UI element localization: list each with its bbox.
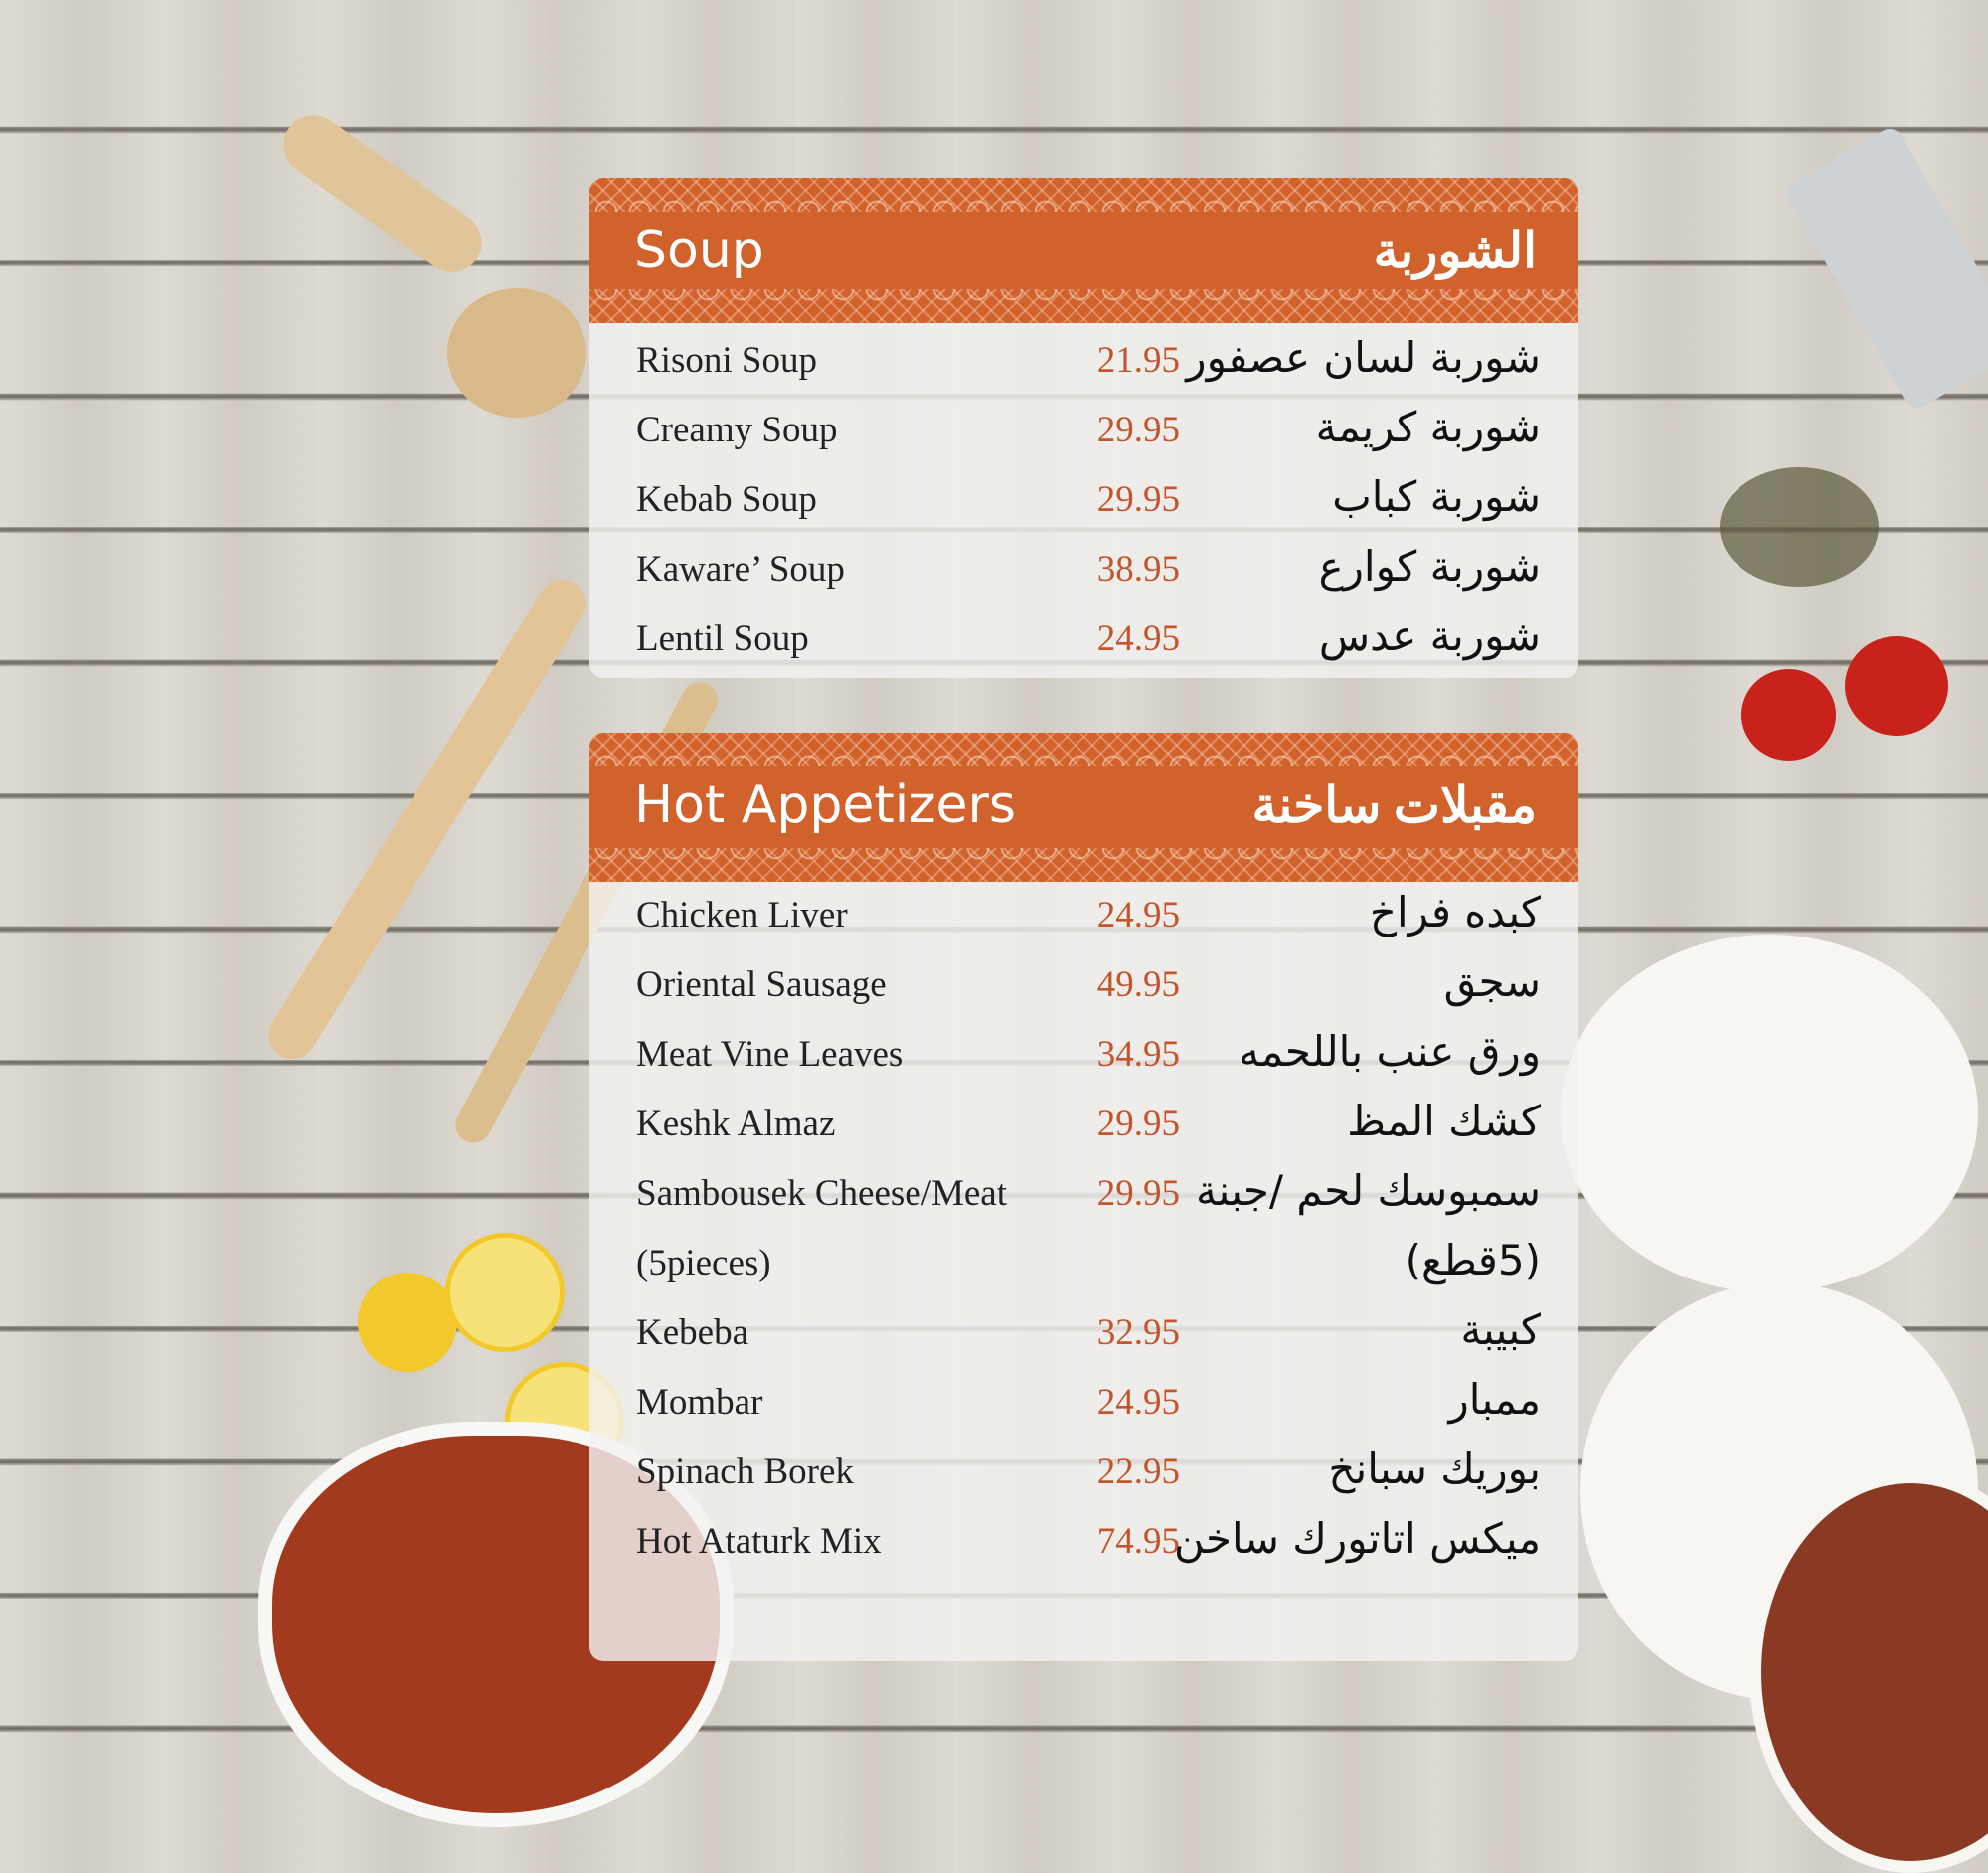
item-name-ar: شوربة كوارع: [1318, 542, 1541, 591]
item-name-en: Spinach Borek: [636, 1451, 854, 1492]
menu-item: (5pieces) (5قطع): [589, 1230, 1578, 1299]
ornament-pattern: [589, 848, 1578, 882]
item-name-ar: ميكس اتاتورك ساخن: [1174, 1514, 1541, 1563]
ornament-pattern: [589, 733, 1578, 766]
item-name-ar: كبده فراخ: [1369, 888, 1541, 936]
item-name-ar: كبيبة: [1460, 1305, 1541, 1354]
item-price: 38.95: [1096, 549, 1180, 590]
item-name-en: Mombar: [636, 1382, 763, 1423]
section-header: Hot Appetizers مقبلات ساخنة: [589, 733, 1578, 882]
item-price: 29.95: [1096, 479, 1180, 520]
item-price: 49.95: [1096, 964, 1180, 1005]
menu-item: Creamy Soup 29.95 شوربة كريمة: [589, 397, 1578, 466]
lemon-image: [358, 1273, 457, 1372]
ornament-pattern: [589, 289, 1578, 323]
herbs-image: [1720, 467, 1879, 587]
item-price: 24.95: [1096, 895, 1180, 936]
item-price: 24.95: [1096, 618, 1180, 659]
item-price: 74.95: [1096, 1521, 1180, 1562]
item-name-en: Hot Ataturk Mix: [636, 1521, 882, 1562]
section-title-ar: الشوربة: [1373, 223, 1537, 278]
item-name-en: Sambousek Cheese/Meat: [636, 1173, 1007, 1214]
item-name-ar: شوربة لسان عصفور: [1186, 333, 1541, 382]
menu-item: Hot Ataturk Mix 74.95 ميكس اتاتورك ساخن: [589, 1508, 1578, 1578]
lemon-slice-image: [445, 1233, 565, 1352]
soup-section: Soup الشوربة Risoni Soup 21.95 شوربة لسان …: [589, 178, 1578, 678]
item-name-en: (5pieces): [636, 1243, 771, 1283]
item-price: 21.95: [1096, 340, 1180, 381]
item-name-en: Kebab Soup: [636, 479, 817, 520]
menu-item: Kebab Soup 29.95 شوربة كباب: [589, 466, 1578, 536]
item-name-ar: سمبوسك لحم /جبنة: [1196, 1166, 1541, 1215]
wooden-scoop-image: [447, 288, 586, 418]
item-name-en: Oriental Sausage: [636, 964, 887, 1005]
menu-item: Kaware’ Soup 38.95 شوربة كوارع: [589, 536, 1578, 605]
item-name-en: Keshk Almaz: [636, 1104, 836, 1144]
menu-item: Lentil Soup 24.95 شوربة عدس: [589, 605, 1578, 675]
menu-item: Keshk Almaz 29.95 كشك المظ: [589, 1091, 1578, 1160]
item-price: 29.95: [1096, 1104, 1180, 1144]
item-price: 29.95: [1096, 410, 1180, 450]
menu-item: Meat Vine Leaves 34.95 ورق عنب باللحمه: [589, 1021, 1578, 1091]
item-name-ar: شوربة كريمة: [1315, 403, 1541, 451]
item-name-ar: بوريك سبانخ: [1328, 1445, 1541, 1493]
menu-item: Kebeba 32.95 كبيبة: [589, 1299, 1578, 1369]
item-name-en: Creamy Soup: [636, 410, 838, 450]
menu-item: Risoni Soup 21.95 شوربة لسان عصفور: [589, 327, 1578, 397]
kibbeh-dish-image: [1561, 935, 1978, 1292]
ornament-pattern: [589, 178, 1578, 212]
menu-item: Spinach Borek 22.95 بوريك سبانخ: [589, 1439, 1578, 1508]
section-header: Soup الشوربة: [589, 178, 1578, 323]
menu-item: Mombar 24.95 ممبار: [589, 1369, 1578, 1439]
section-title-en: Hot Appetizers: [634, 775, 1017, 835]
item-price: 24.95: [1096, 1382, 1180, 1423]
menu-item: Sambousek Cheese/Meat 29.95 سمبوسك لحم /جب…: [589, 1160, 1578, 1230]
item-name-en: Kaware’ Soup: [636, 549, 845, 590]
section-title-ar: مقبلات ساخنة: [1251, 777, 1538, 833]
wooden-scoop-handle-image: [271, 103, 494, 284]
item-name-en: Meat Vine Leaves: [636, 1034, 904, 1075]
item-name-en: Chicken Liver: [636, 895, 848, 936]
item-name-ar: (5قطع): [1405, 1236, 1541, 1284]
item-name-ar: شوربة كباب: [1332, 472, 1541, 521]
tomato-image: [1845, 636, 1948, 736]
item-name-ar: شوربة عدس: [1318, 611, 1541, 660]
item-name-ar: ورق عنب باللحمه: [1239, 1027, 1541, 1076]
item-name-ar: سجق: [1443, 957, 1541, 1006]
section-title-en: Soup: [634, 221, 764, 280]
item-price: 34.95: [1096, 1034, 1180, 1075]
salt-shaker-image: [1782, 123, 1988, 414]
item-name-en: Risoni Soup: [636, 340, 817, 381]
item-name-en: Kebeba: [636, 1312, 748, 1353]
item-price: 29.95: [1096, 1173, 1180, 1214]
item-name-ar: كشك المظ: [1347, 1097, 1541, 1145]
menu-item: Chicken Liver 24.95 كبده فراخ: [589, 882, 1578, 951]
tomato-image: [1741, 669, 1836, 761]
menu-item: Oriental Sausage 49.95 سجق: [589, 951, 1578, 1021]
item-name-ar: ممبار: [1448, 1375, 1541, 1424]
item-price: 32.95: [1096, 1312, 1180, 1353]
hot-appetizers-section: Hot Appetizers مقبلات ساخنة Chicken Live…: [589, 733, 1578, 1661]
item-price: 22.95: [1096, 1451, 1180, 1492]
item-name-en: Lentil Soup: [636, 618, 809, 659]
